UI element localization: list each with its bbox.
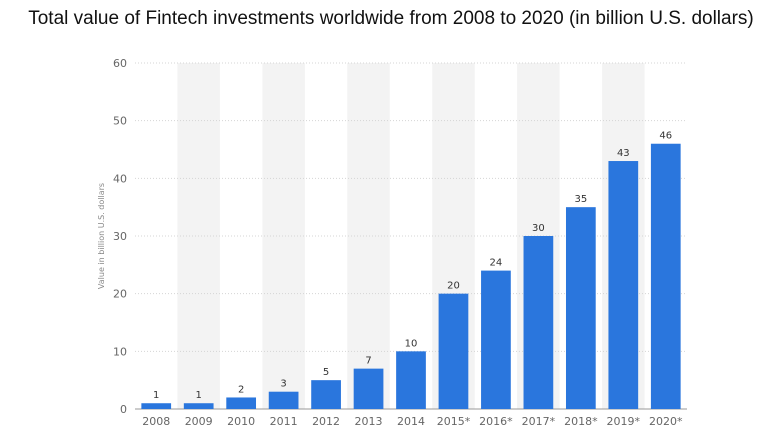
- data-label: 43: [617, 148, 630, 159]
- x-tick-label: 2010: [227, 415, 255, 428]
- x-tick-label: 2020*: [649, 415, 683, 428]
- bar: [438, 293, 469, 409]
- y-axis-label: Value in billion U.S. dollars: [97, 183, 106, 289]
- y-tick-label: 0: [120, 403, 127, 416]
- x-tick-label: 2018*: [564, 415, 598, 428]
- data-label: 5: [323, 367, 329, 378]
- data-label: 35: [574, 194, 587, 205]
- data-label: 7: [365, 356, 371, 367]
- data-label: 10: [405, 338, 418, 349]
- x-tick-label: 2017*: [522, 415, 556, 428]
- bar: [396, 351, 426, 409]
- bar: [481, 270, 511, 409]
- y-tick-label: 30: [113, 230, 127, 243]
- bar: [608, 161, 639, 409]
- x-tick-label: 2013: [355, 415, 383, 428]
- y-tick-label: 10: [113, 345, 127, 358]
- bar: [226, 397, 257, 409]
- x-tick-label: 2012: [312, 415, 340, 428]
- data-label: 1: [153, 390, 159, 401]
- y-tick-label: 40: [113, 172, 127, 185]
- x-tick-label: 2008: [142, 415, 170, 428]
- x-tick-label: 2016*: [479, 415, 513, 428]
- x-tick-label: 2011: [270, 415, 298, 428]
- x-tick-label: 2015*: [437, 415, 471, 428]
- y-tick-label: 50: [113, 115, 127, 128]
- bar: [565, 207, 596, 409]
- bar: [353, 368, 384, 409]
- chart-title: Total value of Fintech investments world…: [28, 8, 754, 29]
- data-label: 1: [196, 390, 202, 401]
- x-tick-label: 2014: [397, 415, 425, 428]
- bar: [523, 236, 554, 409]
- data-label: 30: [532, 223, 545, 234]
- x-tick-label: 2019*: [607, 415, 641, 428]
- data-label: 24: [490, 258, 503, 269]
- bar: [268, 391, 299, 409]
- bar: [141, 403, 172, 409]
- y-tick-label: 20: [113, 288, 127, 301]
- y-tick-label: 60: [113, 57, 127, 70]
- bar: [183, 403, 214, 409]
- bar: [311, 380, 341, 409]
- x-tick-label: 2009: [185, 415, 213, 428]
- data-label: 2: [238, 384, 244, 395]
- data-label: 3: [280, 379, 286, 390]
- background-band: [262, 63, 305, 409]
- bar: [650, 143, 681, 409]
- data-label: 46: [659, 131, 672, 142]
- data-label: 20: [447, 281, 460, 292]
